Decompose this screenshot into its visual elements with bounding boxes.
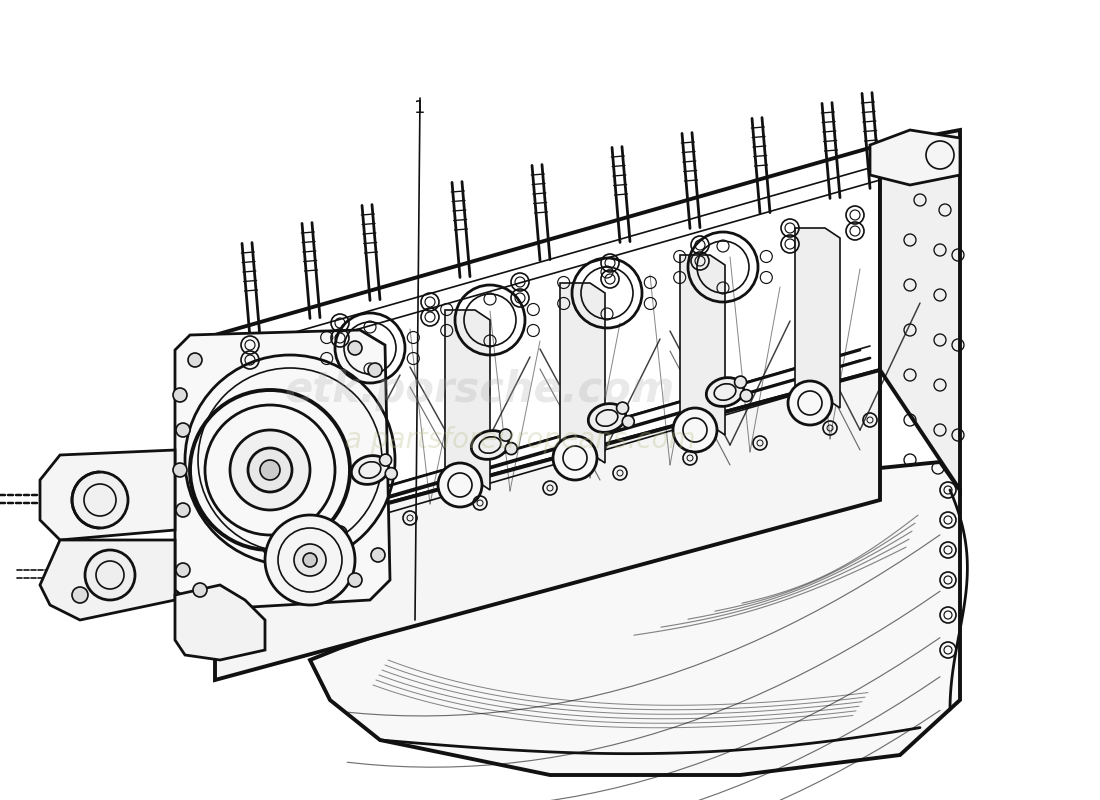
Ellipse shape	[471, 430, 508, 459]
Circle shape	[348, 573, 362, 587]
Circle shape	[385, 468, 397, 480]
Polygon shape	[560, 283, 605, 463]
Text: 1: 1	[415, 99, 426, 117]
Circle shape	[176, 563, 190, 577]
Text: a partsforeuropeans.com: a partsforeuropeans.com	[344, 426, 695, 454]
Polygon shape	[880, 130, 960, 490]
Circle shape	[623, 416, 635, 428]
Circle shape	[673, 408, 717, 452]
Circle shape	[371, 548, 385, 562]
Circle shape	[318, 491, 362, 535]
Circle shape	[176, 503, 190, 517]
Circle shape	[740, 390, 752, 402]
Circle shape	[192, 583, 207, 597]
Polygon shape	[175, 330, 390, 610]
Polygon shape	[446, 310, 490, 490]
Ellipse shape	[351, 456, 388, 484]
Circle shape	[368, 363, 382, 377]
Circle shape	[72, 587, 88, 603]
Circle shape	[788, 381, 832, 425]
Circle shape	[188, 353, 202, 367]
Circle shape	[735, 376, 747, 388]
Polygon shape	[310, 462, 960, 775]
Circle shape	[85, 550, 135, 600]
Circle shape	[294, 544, 326, 576]
Circle shape	[248, 448, 292, 492]
Circle shape	[173, 463, 187, 477]
Circle shape	[302, 553, 317, 567]
Polygon shape	[40, 540, 175, 620]
Circle shape	[438, 463, 482, 507]
Polygon shape	[214, 370, 880, 680]
Polygon shape	[870, 130, 960, 185]
Ellipse shape	[706, 378, 744, 406]
Circle shape	[499, 429, 512, 441]
Polygon shape	[324, 338, 370, 518]
Polygon shape	[214, 145, 880, 550]
Text: etk.porsche.com: etk.porsche.com	[285, 369, 675, 411]
Circle shape	[553, 436, 597, 480]
Circle shape	[173, 388, 187, 402]
Circle shape	[190, 390, 350, 550]
Circle shape	[230, 430, 310, 510]
Ellipse shape	[588, 404, 626, 432]
Circle shape	[176, 423, 190, 437]
Circle shape	[348, 341, 362, 355]
Circle shape	[617, 402, 628, 414]
Polygon shape	[40, 450, 175, 540]
Circle shape	[265, 515, 355, 605]
Circle shape	[260, 460, 280, 480]
Circle shape	[72, 472, 128, 528]
Circle shape	[379, 454, 392, 466]
Circle shape	[505, 442, 517, 454]
Polygon shape	[795, 228, 840, 408]
Polygon shape	[680, 255, 725, 435]
Polygon shape	[175, 585, 265, 660]
